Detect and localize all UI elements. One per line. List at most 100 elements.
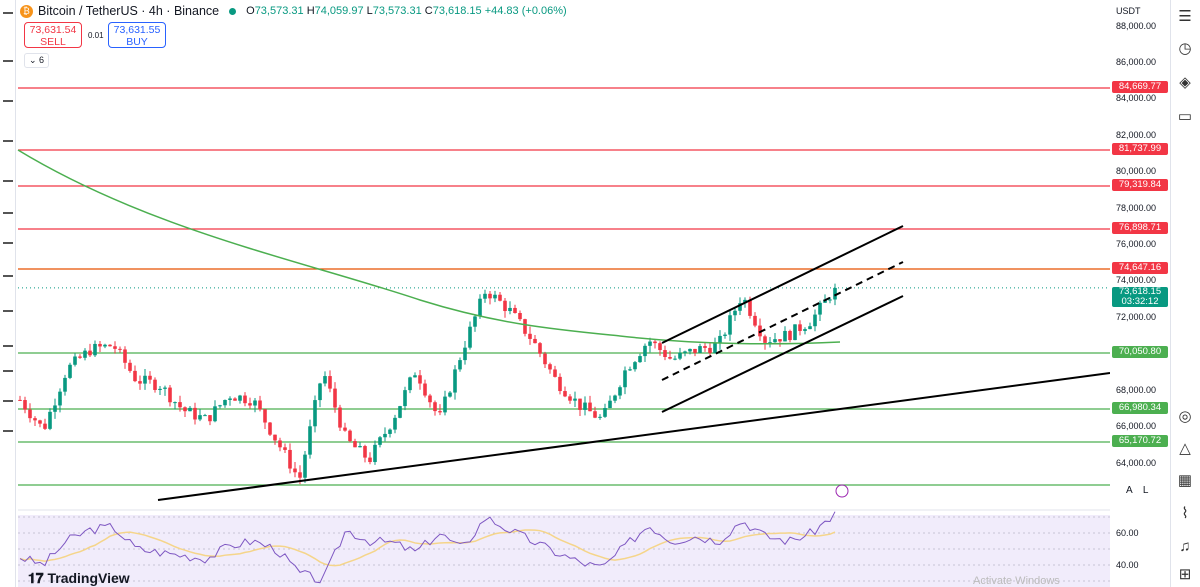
layers-icon[interactable]: ◈ [1179, 74, 1191, 91]
price-chart[interactable] [0, 0, 1110, 587]
candle-body [283, 447, 287, 450]
candle-body [378, 437, 382, 445]
candle-body [653, 341, 657, 344]
alerts-clock-icon[interactable]: ◷ [1178, 40, 1192, 57]
candle-body [383, 433, 387, 438]
apps-icon[interactable]: ⊞ [1178, 566, 1192, 583]
candle-body [108, 344, 112, 347]
candle-body [658, 343, 662, 351]
candle-body [83, 350, 87, 358]
sell-button[interactable]: 73,631.54 SELL [24, 22, 82, 48]
candle-body [163, 387, 167, 389]
candle-body [173, 402, 177, 404]
candle-body [188, 407, 192, 412]
buy-price: 73,631.55 [113, 24, 161, 36]
candle-body [638, 356, 642, 363]
price-tick: 74,000.00 [1116, 275, 1157, 285]
broadcast-icon[interactable]: ⌇ [1181, 505, 1189, 522]
indicators-toggle[interactable]: ⌄ 6 [24, 53, 50, 68]
candle-body [148, 375, 152, 380]
candle-body [773, 339, 777, 343]
candle-body [813, 314, 817, 327]
candle-body [723, 334, 727, 336]
candle-body [693, 348, 697, 353]
price-tick: 68,000.00 [1116, 384, 1157, 395]
candle-body [603, 408, 607, 417]
price-tick: 86,000.00 [1116, 56, 1157, 67]
candle-body [123, 349, 127, 363]
candle-body [273, 434, 277, 441]
chat-icon[interactable]: ▭ [1177, 108, 1193, 125]
candle-body [718, 335, 722, 344]
candle-body [768, 342, 772, 344]
price-tick: 76,000.00 [1116, 239, 1157, 250]
candle-body [668, 357, 672, 359]
price-tick: 78,000.00 [1116, 202, 1157, 213]
event-marker-icon [835, 484, 849, 498]
candle-body [583, 402, 587, 410]
target-icon[interactable]: ◎ [1178, 408, 1192, 425]
bell-icon[interactable]: ♫ [1179, 538, 1191, 555]
channel-lower-line [661, 295, 904, 413]
candle-body [678, 352, 682, 359]
candle-body [48, 411, 52, 429]
currency-select[interactable]: USDT [1116, 6, 1141, 16]
spread: 0.01 [88, 31, 104, 40]
candle-body [688, 348, 692, 352]
candle-body [328, 376, 332, 389]
tradingview-logo[interactable]: 𝟏𝟕 TradingView [28, 570, 130, 586]
price-tick: 80,000.00 [1116, 166, 1157, 177]
candle-body [483, 293, 487, 299]
price-scale[interactable]: USDT 88,000.00 86,000.00 84,000.00 82,000.0… [1110, 0, 1170, 587]
candle-body [528, 333, 532, 339]
scale-buttons[interactable]: A L [1126, 485, 1149, 496]
candle-body [348, 430, 352, 442]
symbol-title[interactable]: Bitcoin / TetherUS · 4h · Binance [38, 4, 220, 18]
candle-body [313, 400, 317, 427]
rsi-tick: 40.00 [1116, 560, 1139, 570]
rsi-ma-line [19, 529, 836, 567]
buy-button[interactable]: 73,631.55 BUY [108, 22, 166, 48]
level-price-label: 74,647.16 [1112, 262, 1168, 274]
candle-body [128, 362, 132, 371]
candle-body [478, 298, 482, 317]
candle-body [138, 381, 142, 384]
candle-body [68, 364, 72, 378]
candle-body [258, 400, 262, 410]
candle-body [438, 411, 442, 413]
candle-body [238, 395, 242, 401]
candle-body [93, 343, 97, 356]
symbol-header: ₿ Bitcoin / TetherUS · 4h · Binance O73,… [20, 4, 567, 18]
support-trendline [157, 372, 1110, 501]
candle-body [703, 346, 707, 348]
candle-body [473, 316, 477, 327]
candle-body [553, 369, 557, 377]
calendar-icon[interactable]: ▦ [1177, 472, 1193, 489]
candle-body [828, 299, 832, 301]
ohlc-readout: O73,573.31 H74,059.97 L73,573.31 C73,618… [246, 5, 567, 17]
rsi-panel-bg [18, 515, 1110, 587]
candle-body [358, 446, 362, 448]
watchlist-icon[interactable]: ☰ [1178, 8, 1192, 25]
candle-body [713, 343, 717, 353]
candle-body [663, 350, 667, 358]
candle-body [798, 324, 802, 331]
level-price-label: 84,669.77 [1112, 81, 1168, 93]
candle-body [728, 315, 732, 335]
sell-price: 73,631.54 [29, 24, 77, 36]
candle-body [743, 299, 747, 304]
candle-body [38, 420, 42, 424]
candle-body [353, 441, 357, 448]
current-price: 73,618.15 [1118, 286, 1162, 297]
candle-body [753, 315, 757, 326]
candle-body [503, 300, 507, 312]
candle-body [103, 344, 107, 347]
candle-body [673, 358, 677, 360]
candle-body [443, 396, 447, 413]
candle-body [268, 422, 272, 435]
rsi-tick: 60.00 [1116, 528, 1139, 538]
drawing-toolbar[interactable] [0, 0, 16, 587]
candle-body [513, 307, 517, 313]
candle-body [178, 402, 182, 408]
triangle-icon[interactable]: △ [1179, 440, 1191, 457]
